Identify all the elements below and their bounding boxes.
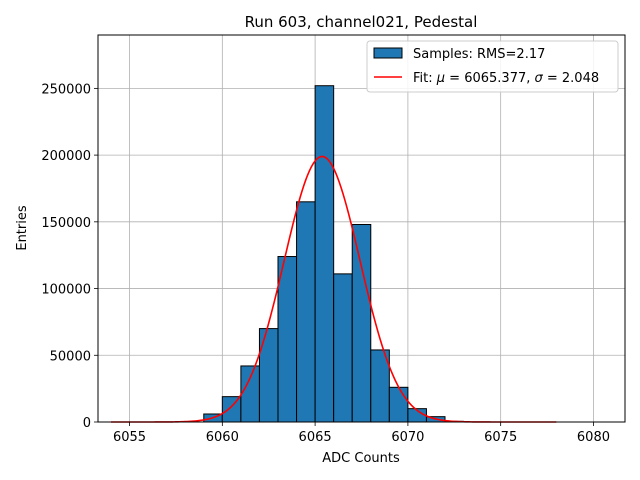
histogram-bar — [221, 396, 242, 423]
legend-box — [366, 40, 619, 93]
y-tick-label: 100000 — [41, 283, 91, 298]
x-tick-label: 6075 — [484, 430, 517, 445]
y-tick-label: 200000 — [41, 149, 91, 164]
y-axis-label: Entries — [15, 205, 30, 251]
legend: Samples: RMS=2.17 Fit: μ = 6065.377, σ =… — [366, 40, 619, 93]
legend-fit-mu-symbol: μ — [436, 71, 445, 86]
legend-label-fit: Fit: μ = 6065.377, σ = 2.048 — [413, 71, 599, 86]
histogram-bar — [314, 85, 335, 423]
axis-ticks: 6055 6060 6065 6070 6075 6080 0 50000 100000 1500… — [41, 82, 610, 445]
legend-fit-mu-value: = 6065.377, — [445, 71, 534, 86]
y-tick-label: 0 — [83, 416, 91, 431]
histogram-bar — [296, 201, 316, 423]
x-tick-label: 6055 — [113, 430, 146, 445]
legend-fit-sigma-value: = 2.048 — [543, 71, 599, 86]
histogram-bar — [333, 273, 353, 423]
legend-swatch-samples — [373, 47, 403, 59]
chart-title: Run 603, channel021, Pedestal — [245, 13, 478, 31]
legend-label-samples: Samples: RMS=2.17 — [413, 47, 545, 62]
x-tick-label: 6065 — [299, 430, 332, 445]
x-axis-label: ADC Counts — [322, 451, 400, 466]
histogram-bar — [277, 256, 298, 423]
y-tick-label: 250000 — [41, 82, 91, 97]
x-tick-label: 6080 — [577, 430, 610, 445]
histogram-bar — [240, 365, 260, 423]
x-tick-label: 6070 — [391, 430, 424, 445]
histogram-bar — [388, 386, 409, 423]
legend-fit-sigma-symbol: σ — [535, 71, 544, 86]
legend-fit-prefix: Fit: — [413, 71, 437, 86]
x-tick-label: 6060 — [206, 430, 239, 445]
histogram-bars — [203, 85, 465, 423]
y-tick-label: 50000 — [50, 349, 91, 364]
plot-frame — [97, 34, 626, 423]
histogram-bar — [351, 223, 372, 423]
y-tick-label: 150000 — [41, 216, 91, 231]
